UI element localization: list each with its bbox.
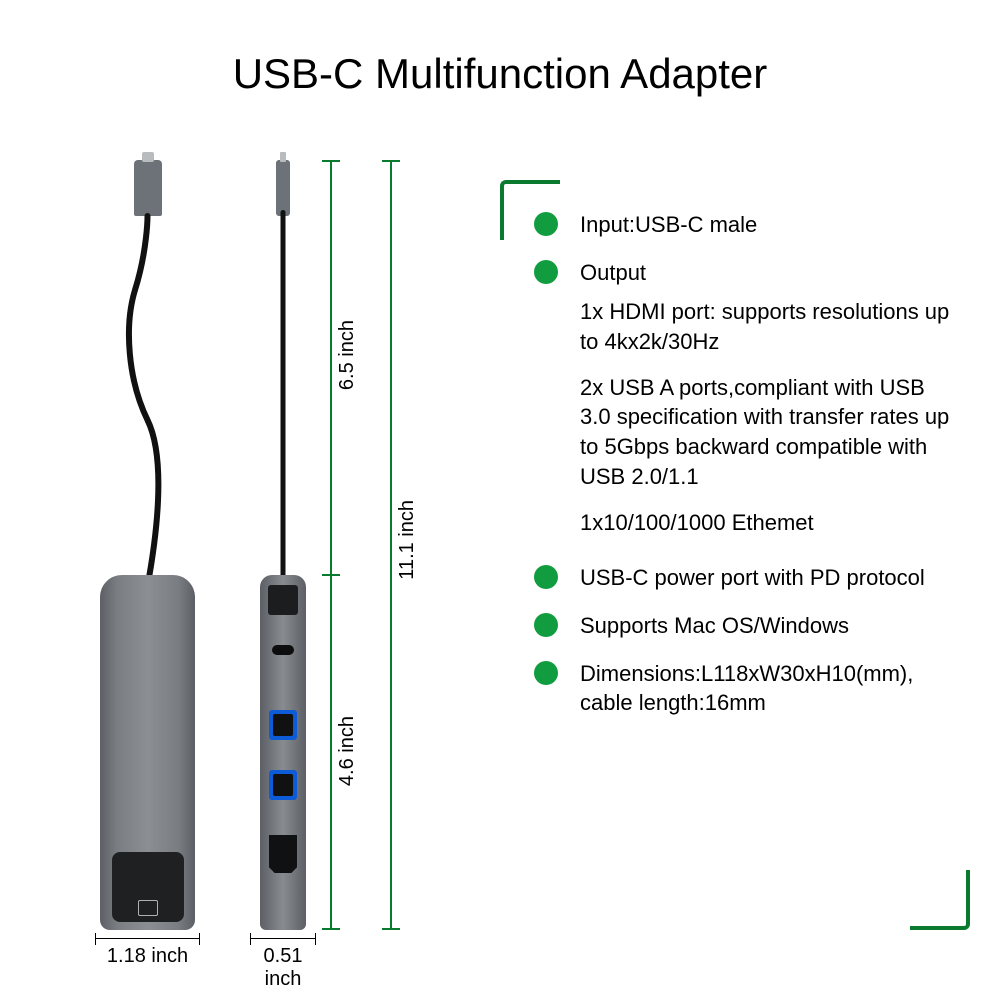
spec-os: Supports Mac OS/Windows xyxy=(534,611,960,641)
dim-front-width: 1.18 inch xyxy=(95,938,200,968)
spec-input-label: Input:USB-C male xyxy=(580,210,960,240)
usb-c-connector-side-icon xyxy=(276,160,290,216)
spec-input: Input:USB-C male xyxy=(534,210,960,240)
spec-output-ethernet: 1x10/100/1000 Ethemet xyxy=(580,508,960,538)
usb-c-connector-icon xyxy=(134,160,162,216)
ethernet-port-icon xyxy=(112,852,184,922)
spec-dims: Dimensions:L118xW30xH10(mm), cable lengt… xyxy=(534,659,960,718)
dim-body-length-line: 4.6 inch xyxy=(330,576,332,930)
front-view xyxy=(100,160,195,930)
dim-total-length-line: 11.1 inch xyxy=(390,160,392,930)
usb-a-port-icon xyxy=(269,710,297,740)
bullet-icon xyxy=(534,661,558,685)
adapter-body-side xyxy=(260,575,306,930)
dim-total-length-label: 11.1 inch xyxy=(396,500,419,580)
spec-pd: USB-C power port with PD protocol xyxy=(534,563,960,593)
spec-panel: Input:USB-C male Output 1x HDMI port: su… xyxy=(500,180,970,950)
bracket-corner-icon xyxy=(910,870,970,930)
bullet-icon xyxy=(534,613,558,637)
bullet-icon xyxy=(534,565,558,589)
usb-c-pd-port-icon xyxy=(272,645,294,655)
dim-front-width-label: 1.18 inch xyxy=(95,945,200,968)
product-diagram: 1.18 inch 0.51 inch 6.5 inch 4.6 inch 11… xyxy=(30,160,470,980)
spec-output-label: Output xyxy=(580,258,960,288)
bracket-corner-icon xyxy=(500,180,560,240)
dim-cable-length-line: 6.5 inch xyxy=(330,160,332,576)
spec-output-usb: 2x USB A ports,compliant with USB 3.0 sp… xyxy=(580,373,960,492)
spec-output-hdmi: 1x HDMI port: supports resolutions up to… xyxy=(580,297,960,356)
spec-pd-label: USB-C power port with PD protocol xyxy=(580,563,960,593)
bullet-icon xyxy=(534,260,558,284)
usb-a-port-icon xyxy=(269,770,297,800)
spec-os-label: Supports Mac OS/Windows xyxy=(580,611,960,641)
adapter-body-front xyxy=(100,575,195,930)
side-view xyxy=(260,160,306,930)
dim-side-width: 0.51 inch xyxy=(250,938,316,991)
dim-cable-length-label: 6.5 inch xyxy=(336,320,359,390)
cable-front xyxy=(100,210,195,590)
spec-dims-label: Dimensions:L118xW30xH10(mm), cable lengt… xyxy=(580,659,960,718)
rj45-port-icon xyxy=(268,585,298,615)
dim-body-length-label: 4.6 inch xyxy=(336,716,359,786)
page-title: USB-C Multifunction Adapter xyxy=(0,50,1000,98)
dim-side-width-label: 0.51 inch xyxy=(250,945,316,991)
hdmi-port-icon xyxy=(269,835,297,873)
cable-side xyxy=(281,210,286,586)
spec-output: Output xyxy=(534,258,960,288)
